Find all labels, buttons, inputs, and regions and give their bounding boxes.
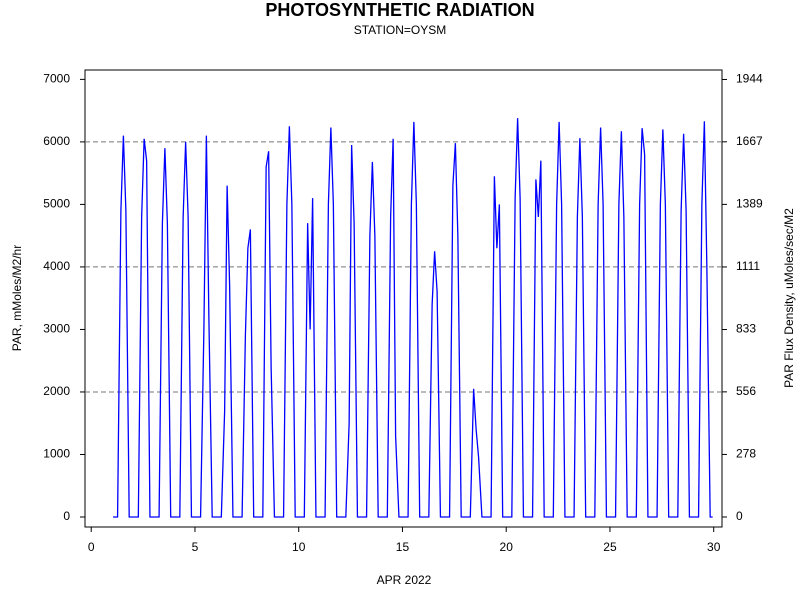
y2-tick-label: 1667 bbox=[736, 134, 763, 148]
y-axis-label: PAR, mMoles/M2/hr bbox=[10, 245, 24, 351]
x-tick-label: 0 bbox=[88, 540, 95, 554]
y2-tick-label: 1389 bbox=[736, 197, 763, 211]
x-tick-label: 25 bbox=[603, 540, 617, 554]
y2-axis-label: PAR Flux Density, uMoles/sec/M2 bbox=[782, 208, 796, 388]
x-tick-label: 15 bbox=[396, 540, 410, 554]
x-axis-label: APR 2022 bbox=[377, 573, 432, 587]
chart-title: PHOTOSYNTHETIC RADIATION bbox=[265, 0, 534, 20]
x-tick-label: 5 bbox=[192, 540, 199, 554]
x-tick-label: 20 bbox=[500, 540, 514, 554]
y-tick-label: 4000 bbox=[43, 259, 70, 273]
y2-tick-label: 833 bbox=[736, 322, 756, 336]
data-line bbox=[113, 118, 713, 518]
y2-tick-label: 556 bbox=[736, 384, 756, 398]
x-tick-label: 10 bbox=[292, 540, 306, 554]
y-tick-label: 6000 bbox=[43, 134, 70, 148]
y-tick-label: 3000 bbox=[43, 322, 70, 336]
y-tick-label: 1000 bbox=[43, 447, 70, 461]
y2-tick-label: 278 bbox=[736, 447, 756, 461]
x-tick-label: 30 bbox=[707, 540, 721, 554]
chart-subtitle: STATION=OYSM bbox=[354, 23, 447, 37]
y2-tick-label: 0 bbox=[736, 509, 743, 523]
y2-tick-label: 1944 bbox=[736, 72, 763, 86]
y-tick-label: 2000 bbox=[43, 384, 70, 398]
y-tick-label: 7000 bbox=[43, 72, 70, 86]
y-tick-label: 5000 bbox=[43, 197, 70, 211]
plot-frame bbox=[84, 69, 723, 528]
y2-tick-label: 1111 bbox=[736, 259, 760, 273]
y-tick-label: 0 bbox=[63, 509, 70, 523]
